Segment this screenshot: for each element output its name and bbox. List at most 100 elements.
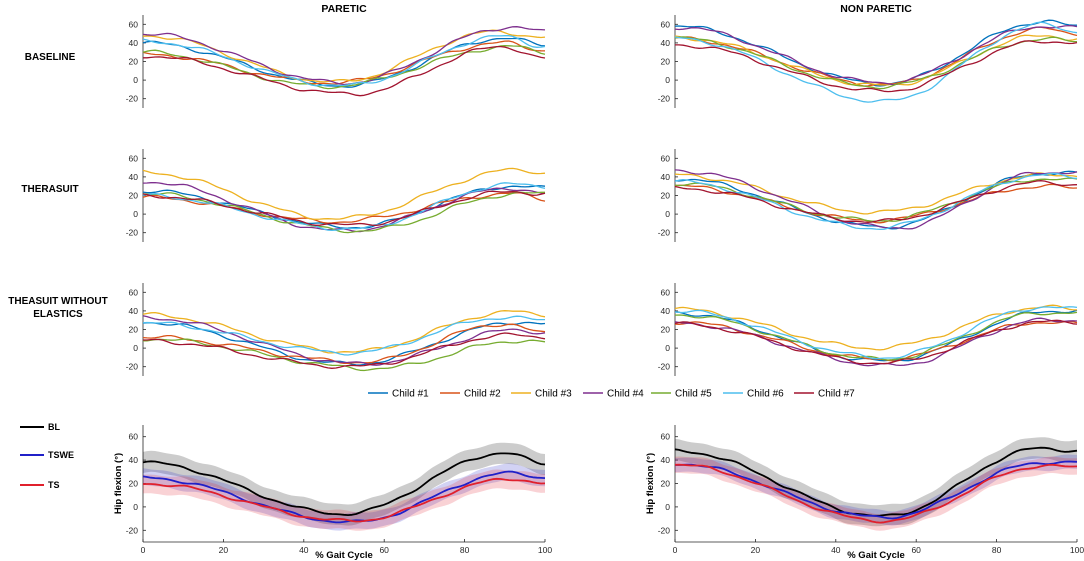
y-tick-label: -20	[658, 94, 671, 104]
y-tick-label: -20	[126, 228, 139, 238]
sd-band-bl	[143, 442, 545, 526]
x-tick-label: 80	[992, 545, 1002, 555]
y-tick-label: 40	[661, 306, 671, 316]
panel-r0-c0: -20 0 20 40 60	[126, 15, 546, 108]
x-axis-label: % Gait Cycle	[315, 550, 373, 561]
y-tick-label: 40	[129, 455, 139, 465]
row-label-baseline: BASELINE	[25, 52, 76, 63]
series-line-child-7	[675, 40, 1078, 93]
children-legend: Child #1 Child #2 Child #3 Child #4 Child #5…	[368, 389, 855, 400]
panel-r2-c1: -20 0 20 40 60	[658, 283, 1078, 376]
x-tick-label: 100	[1070, 545, 1084, 555]
y-tick-label: 0	[133, 343, 138, 353]
mean-line-tswe	[142, 470, 546, 524]
panel-r1-c0: -20 0 20 40 60	[126, 149, 546, 242]
y-tick-label: 20	[661, 191, 671, 201]
series-line-child-2	[142, 323, 546, 365]
series-line-child-6	[142, 315, 545, 356]
legend-label: Child #7	[818, 389, 855, 400]
y-tick-label: 40	[661, 172, 671, 182]
y-tick-label: 20	[129, 325, 139, 335]
legend-label: Child #5	[675, 389, 712, 400]
series-line-child-4	[674, 317, 1078, 367]
x-tick-label: 40	[299, 545, 309, 555]
x-tick-label: 80	[460, 545, 470, 555]
legend-label: Child #3	[535, 389, 572, 400]
series-line-child-2	[674, 26, 1078, 87]
y-tick-label: 40	[129, 306, 139, 316]
x-tick-label: 0	[673, 545, 678, 555]
y-tick-label: -20	[126, 94, 139, 104]
panel-r0-c1: -20 0 20 40 60	[658, 15, 1078, 108]
y-tick-label: 0	[133, 502, 138, 512]
series-line-child-4	[142, 26, 546, 86]
y-tick-label: -20	[126, 362, 139, 372]
legend-label: Child #4	[607, 389, 644, 400]
y-tick-label: 0	[665, 502, 670, 512]
y-tick-label: 60	[129, 287, 139, 297]
y-tick-label: 40	[661, 38, 671, 48]
series-line-child-6	[674, 21, 1078, 103]
y-tick-label: 0	[133, 209, 138, 219]
condition-legend-label: TSWE	[48, 450, 74, 460]
series-line-child-1	[674, 19, 1077, 87]
series-line-child-4	[674, 169, 1078, 230]
row-label-elastics: ELASTICS	[33, 309, 83, 320]
legend-label: Child #2	[464, 389, 501, 400]
y-tick-label: 60	[129, 19, 139, 29]
series-line-child-4	[674, 24, 1078, 86]
y-axis-label: Hip flexion (°)	[113, 453, 124, 514]
y-tick-label: 20	[661, 57, 671, 67]
y-tick-label: 20	[129, 191, 139, 201]
series-line-child-7	[674, 319, 1078, 365]
series-line-child-3	[142, 29, 546, 83]
x-tick-label: 20	[219, 545, 229, 555]
x-tick-label: 40	[831, 545, 841, 555]
x-tick-label: 60	[379, 545, 389, 555]
condition-legend-label: TS	[48, 480, 60, 490]
y-axis-label: Hip flexion (°)	[645, 453, 656, 514]
row-label-therasuit: THERASUIT	[21, 184, 78, 195]
series-line-child-7	[674, 180, 1078, 223]
y-tick-label: 0	[665, 343, 670, 353]
legend-label: Child #1	[392, 389, 429, 400]
legend-label: Child #6	[747, 389, 784, 400]
x-tick-label: 0	[141, 545, 146, 555]
column-title-paretic: PARETIC	[321, 3, 367, 15]
y-tick-label: -20	[658, 362, 671, 372]
mean-line-bl	[142, 452, 546, 516]
y-tick-label: 20	[661, 479, 671, 489]
y-tick-label: -20	[126, 525, 139, 535]
condition-legend-label: BL	[48, 422, 60, 432]
y-tick-label: -20	[658, 525, 671, 535]
series-line-child-3	[674, 304, 1077, 351]
y-tick-label: 60	[661, 153, 671, 163]
series-line-child-6	[674, 172, 1078, 231]
y-tick-label: 0	[665, 209, 670, 219]
series-line-child-7	[143, 332, 546, 369]
column-title-non-paretic: NON PARETIC	[840, 3, 912, 15]
series-line-child-6	[142, 182, 546, 232]
y-tick-label: 20	[129, 57, 139, 67]
series-line-child-5	[674, 311, 1078, 361]
series-line-child-2	[674, 183, 1078, 224]
y-tick-label: 20	[661, 325, 671, 335]
panel-r1-c1: -20 0 20 40 60	[658, 149, 1078, 242]
series-line-child-3	[142, 167, 546, 220]
row-label-theasuit-without: THEASUIT WITHOUT	[8, 296, 107, 307]
x-tick-label: 60	[911, 545, 921, 555]
sd-band-tswe	[675, 454, 1077, 526]
y-tick-label: 60	[129, 153, 139, 163]
series-line-child-4	[142, 315, 546, 366]
y-tick-label: 0	[665, 75, 670, 85]
series-line-child-2	[142, 40, 546, 85]
mean-line-ts	[142, 477, 546, 523]
y-tick-label: 60	[661, 287, 671, 297]
series-line-child-7	[143, 45, 546, 97]
series-line-child-3	[674, 34, 1078, 86]
x-tick-label: 20	[751, 545, 761, 555]
x-tick-label: 100	[538, 545, 552, 555]
